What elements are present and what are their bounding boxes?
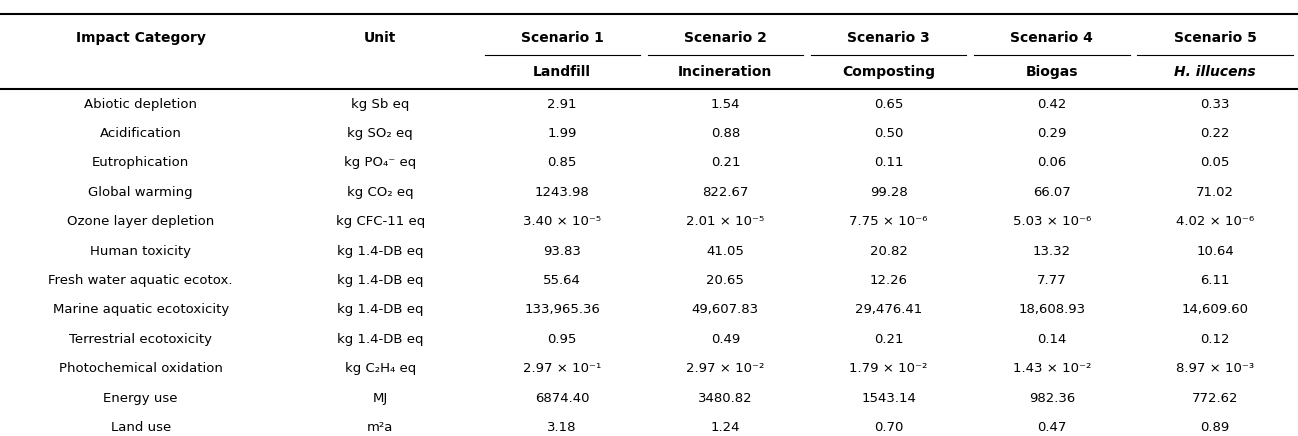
Text: 3.40 × 10⁻⁵: 3.40 × 10⁻⁵	[523, 215, 601, 228]
Text: 66.07: 66.07	[1033, 186, 1071, 199]
Text: 2.97 × 10⁻²: 2.97 × 10⁻²	[687, 362, 765, 375]
Text: Scenario 5: Scenario 5	[1173, 31, 1256, 45]
Text: 0.88: 0.88	[711, 127, 740, 140]
Text: 7.77: 7.77	[1037, 274, 1067, 287]
Text: 0.21: 0.21	[711, 157, 740, 169]
Text: 7.75 × 10⁻⁶: 7.75 × 10⁻⁶	[849, 215, 928, 228]
Text: 2.91: 2.91	[548, 98, 578, 111]
Text: 29,476.41: 29,476.41	[855, 303, 923, 317]
Text: Terrestrial ecotoxicity: Terrestrial ecotoxicity	[69, 333, 212, 346]
Text: 133,965.36: 133,965.36	[524, 303, 600, 317]
Text: 71.02: 71.02	[1195, 186, 1234, 199]
Text: 0.42: 0.42	[1037, 98, 1067, 111]
Text: Acidification: Acidification	[100, 127, 182, 140]
Text: 0.47: 0.47	[1037, 421, 1067, 434]
Text: kg CFC-11 eq: kg CFC-11 eq	[336, 215, 424, 228]
Text: 1543.14: 1543.14	[861, 392, 916, 405]
Text: Landfill: Landfill	[533, 65, 591, 79]
Text: 0.89: 0.89	[1201, 421, 1229, 434]
Text: 1.24: 1.24	[711, 421, 740, 434]
Text: Biogas: Biogas	[1025, 65, 1079, 79]
Text: kg PO₄⁻ eq: kg PO₄⁻ eq	[344, 157, 417, 169]
Text: Unit: Unit	[363, 31, 396, 45]
Text: Composting: Composting	[842, 65, 935, 79]
Text: kg 1.4-DB eq: kg 1.4-DB eq	[337, 274, 423, 287]
Text: 13.32: 13.32	[1033, 245, 1071, 258]
Text: 20.65: 20.65	[706, 274, 744, 287]
Text: 2.01 × 10⁻⁵: 2.01 × 10⁻⁵	[687, 215, 765, 228]
Text: Scenario 2: Scenario 2	[684, 31, 767, 45]
Text: 0.12: 0.12	[1201, 333, 1229, 346]
Text: m²a: m²a	[367, 421, 393, 434]
Text: 0.70: 0.70	[874, 421, 903, 434]
Text: 20.82: 20.82	[870, 245, 907, 258]
Text: 982.36: 982.36	[1029, 392, 1075, 405]
Text: 6874.40: 6874.40	[535, 392, 589, 405]
Text: 41.05: 41.05	[706, 245, 744, 258]
Text: 0.85: 0.85	[548, 157, 576, 169]
Text: 1.43 × 10⁻²: 1.43 × 10⁻²	[1012, 362, 1092, 375]
Text: kg 1.4-DB eq: kg 1.4-DB eq	[337, 303, 423, 317]
Text: 1.79 × 10⁻²: 1.79 × 10⁻²	[849, 362, 928, 375]
Text: kg C₂H₄ eq: kg C₂H₄ eq	[344, 362, 415, 375]
Text: 0.21: 0.21	[874, 333, 903, 346]
Text: 1.99: 1.99	[548, 127, 576, 140]
Text: 0.22: 0.22	[1201, 127, 1229, 140]
Text: 0.06: 0.06	[1037, 157, 1067, 169]
Text: kg CO₂ eq: kg CO₂ eq	[347, 186, 414, 199]
Text: 0.11: 0.11	[874, 157, 903, 169]
Text: MJ: MJ	[373, 392, 388, 405]
Text: 4.02 × 10⁻⁶: 4.02 × 10⁻⁶	[1176, 215, 1254, 228]
Text: 822.67: 822.67	[702, 186, 749, 199]
Text: kg Sb eq: kg Sb eq	[350, 98, 409, 111]
Text: Fresh water aquatic ecotox.: Fresh water aquatic ecotox.	[48, 274, 232, 287]
Text: Scenario 4: Scenario 4	[1010, 31, 1093, 45]
Text: H. illucens: H. illucens	[1175, 65, 1256, 79]
Text: 55.64: 55.64	[544, 274, 582, 287]
Text: 0.14: 0.14	[1037, 333, 1067, 346]
Text: Marine aquatic ecotoxicity: Marine aquatic ecotoxicity	[52, 303, 228, 317]
Text: 12.26: 12.26	[870, 274, 907, 287]
Text: Incineration: Incineration	[679, 65, 772, 79]
Text: Photochemical oxidation: Photochemical oxidation	[58, 362, 222, 375]
Text: Impact Category: Impact Category	[75, 31, 205, 45]
Text: 93.83: 93.83	[544, 245, 582, 258]
Text: Ozone layer depletion: Ozone layer depletion	[67, 215, 214, 228]
Text: 14,609.60: 14,609.60	[1181, 303, 1249, 317]
Text: kg 1.4-DB eq: kg 1.4-DB eq	[337, 245, 423, 258]
Text: 0.50: 0.50	[874, 127, 903, 140]
Text: Human toxicity: Human toxicity	[90, 245, 191, 258]
Text: 0.65: 0.65	[874, 98, 903, 111]
Text: 772.62: 772.62	[1192, 392, 1238, 405]
Text: Abiotic depletion: Abiotic depletion	[84, 98, 197, 111]
Text: 3.18: 3.18	[548, 421, 578, 434]
Text: Eutrophication: Eutrophication	[92, 157, 190, 169]
Text: 1.54: 1.54	[711, 98, 740, 111]
Text: kg 1.4-DB eq: kg 1.4-DB eq	[337, 333, 423, 346]
Text: 49,607.83: 49,607.83	[692, 303, 759, 317]
Text: 8.97 × 10⁻³: 8.97 × 10⁻³	[1176, 362, 1254, 375]
Text: Energy use: Energy use	[104, 392, 178, 405]
Text: Scenario 1: Scenario 1	[520, 31, 604, 45]
Text: 1243.98: 1243.98	[535, 186, 589, 199]
Text: 0.49: 0.49	[711, 333, 740, 346]
Text: 2.97 × 10⁻¹: 2.97 × 10⁻¹	[523, 362, 601, 375]
Text: Land use: Land use	[110, 421, 171, 434]
Text: 3480.82: 3480.82	[698, 392, 753, 405]
Text: 0.95: 0.95	[548, 333, 576, 346]
Text: 99.28: 99.28	[870, 186, 907, 199]
Text: 10.64: 10.64	[1197, 245, 1234, 258]
Text: Scenario 3: Scenario 3	[848, 31, 929, 45]
Text: 6.11: 6.11	[1201, 274, 1229, 287]
Text: 0.05: 0.05	[1201, 157, 1229, 169]
Text: 0.29: 0.29	[1037, 127, 1067, 140]
Text: 0.33: 0.33	[1201, 98, 1229, 111]
Text: Global warming: Global warming	[88, 186, 193, 199]
Text: 5.03 × 10⁻⁶: 5.03 × 10⁻⁶	[1012, 215, 1090, 228]
Text: kg SO₂ eq: kg SO₂ eq	[348, 127, 413, 140]
Text: 18,608.93: 18,608.93	[1018, 303, 1085, 317]
